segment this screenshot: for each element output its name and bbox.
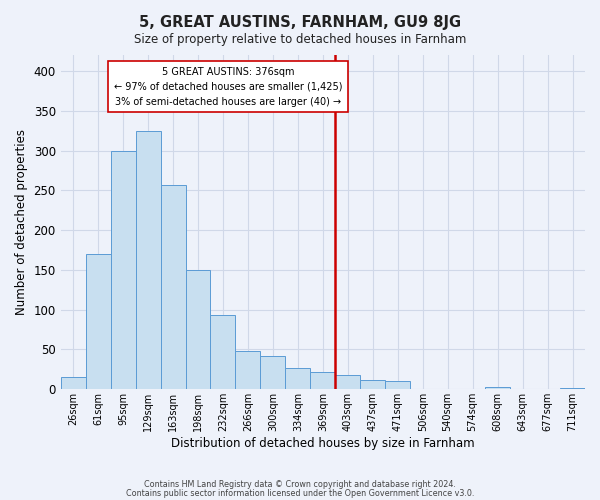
- Bar: [310, 372, 335, 390]
- X-axis label: Distribution of detached houses by size in Farnham: Distribution of detached houses by size …: [171, 437, 475, 450]
- Bar: [110, 150, 136, 390]
- Bar: [211, 316, 235, 390]
- Bar: [335, 375, 360, 390]
- Bar: [560, 388, 585, 390]
- Bar: [185, 270, 211, 390]
- Text: 5, GREAT AUSTINS, FARNHAM, GU9 8JG: 5, GREAT AUSTINS, FARNHAM, GU9 8JG: [139, 15, 461, 30]
- Text: Contains HM Land Registry data © Crown copyright and database right 2024.: Contains HM Land Registry data © Crown c…: [144, 480, 456, 489]
- Bar: [485, 387, 510, 390]
- Y-axis label: Number of detached properties: Number of detached properties: [15, 129, 28, 315]
- Bar: [360, 380, 385, 390]
- Bar: [86, 254, 110, 390]
- Bar: [260, 356, 286, 390]
- Text: Contains public sector information licensed under the Open Government Licence v3: Contains public sector information licen…: [126, 488, 474, 498]
- Bar: [286, 368, 310, 390]
- Text: 5 GREAT AUSTINS: 376sqm
← 97% of detached houses are smaller (1,425)
3% of semi-: 5 GREAT AUSTINS: 376sqm ← 97% of detache…: [114, 67, 342, 106]
- Bar: [235, 351, 260, 390]
- Bar: [161, 184, 185, 390]
- Bar: [136, 130, 161, 390]
- Bar: [61, 378, 86, 390]
- Bar: [385, 382, 410, 390]
- Text: Size of property relative to detached houses in Farnham: Size of property relative to detached ho…: [134, 32, 466, 46]
